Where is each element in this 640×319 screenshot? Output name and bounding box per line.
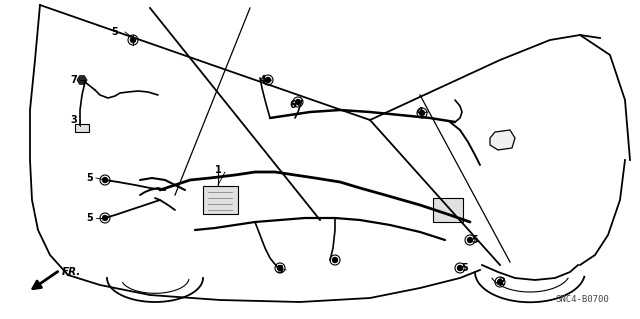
- Text: 4: 4: [260, 75, 266, 85]
- Text: 5: 5: [86, 173, 93, 183]
- Circle shape: [296, 100, 301, 105]
- Bar: [433, 198, 463, 222]
- Text: 5: 5: [276, 265, 284, 275]
- Text: 5: 5: [86, 213, 93, 223]
- Circle shape: [266, 78, 271, 83]
- Polygon shape: [490, 130, 515, 150]
- Text: FR.: FR.: [62, 267, 81, 277]
- Bar: [202, 186, 237, 214]
- Circle shape: [467, 238, 472, 242]
- Circle shape: [458, 265, 463, 271]
- Text: 3: 3: [70, 115, 77, 125]
- Text: 4: 4: [417, 107, 424, 117]
- Text: 5: 5: [472, 235, 478, 245]
- Text: 5: 5: [461, 263, 468, 273]
- Text: 5: 5: [111, 27, 118, 37]
- Bar: [75, 124, 89, 132]
- Text: 2: 2: [499, 277, 506, 287]
- Text: 6: 6: [290, 100, 296, 110]
- Text: 7: 7: [70, 75, 77, 85]
- Circle shape: [497, 279, 502, 285]
- Polygon shape: [77, 76, 87, 84]
- Circle shape: [102, 177, 108, 182]
- Circle shape: [278, 265, 282, 271]
- Circle shape: [419, 110, 424, 115]
- Circle shape: [333, 257, 337, 263]
- Circle shape: [131, 38, 136, 42]
- Circle shape: [102, 216, 108, 220]
- Text: 1: 1: [214, 165, 221, 175]
- Text: SNC4-B0700: SNC4-B0700: [555, 295, 609, 305]
